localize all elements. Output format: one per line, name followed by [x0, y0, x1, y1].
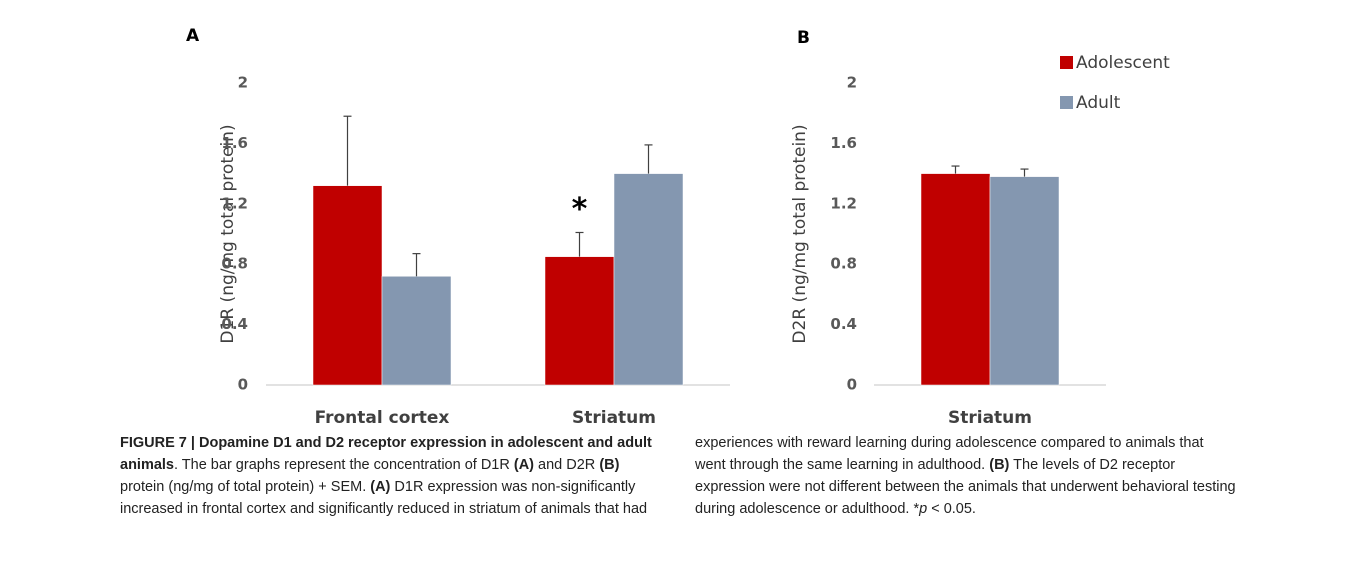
bar	[381, 276, 452, 386]
y-tick-label: 0	[238, 376, 248, 394]
figure: A D1R (ng/mg total protein) 0 0.4 0.8 1.2 1.6 2…	[186, 26, 1170, 428]
caption-text: and D2R	[534, 457, 600, 473]
bar	[312, 185, 383, 386]
y-tick-label: 0	[847, 376, 857, 394]
panel-label: B	[797, 28, 810, 48]
y-tick-label: 2	[238, 74, 248, 92]
y-tick-label: 1.6	[221, 134, 248, 152]
y-axis-label: D2R (ng/mg total protein)	[790, 124, 810, 343]
x-tick-label: Frontal cortex	[315, 408, 450, 428]
caption-text: (A)	[370, 479, 391, 495]
y-tick-label: 0.4	[830, 315, 857, 333]
panel-label: A	[186, 26, 200, 46]
caption-text: The levels of D2 receptor expression wer…	[695, 457, 1236, 517]
bar	[920, 173, 991, 386]
caption-text: D1R expression was non-significantly inc…	[120, 435, 1204, 517]
caption-text: < 0.05.	[927, 501, 976, 517]
caption: FIGURE 7 | Dopamine D1 and D2 receptor e…	[120, 432, 1238, 520]
y-tick-label: 0.8	[221, 255, 248, 273]
caption-text: . The bar graphs represent the concentra…	[174, 457, 514, 473]
y-tick-label: 1.2	[830, 194, 857, 212]
y-tick-label: 1.6	[830, 134, 857, 152]
significance-marker: *	[572, 192, 588, 227]
legend-swatch	[1060, 96, 1073, 109]
caption-text: (B)	[599, 457, 620, 473]
y-tick-label: 1.2	[221, 194, 248, 212]
bar	[544, 256, 615, 386]
legend-label: Adolescent	[1076, 53, 1170, 73]
caption-text: protein (ng/mg of total protein) + SEM.	[120, 479, 371, 495]
x-tick-label: Striatum	[948, 408, 1032, 428]
caption-text: (A)	[513, 457, 535, 473]
caption-text: (B)	[989, 457, 1010, 473]
legend-label: Adult	[1076, 93, 1121, 113]
legend-swatch	[1060, 56, 1073, 69]
y-axis-label: D1R (ng/mg total protein)	[218, 124, 238, 343]
y-tick-label: 0.4	[221, 315, 248, 333]
y-tick-label: 2	[847, 74, 857, 92]
bar	[989, 176, 1060, 386]
caption-text: p	[919, 501, 928, 517]
bar	[613, 173, 684, 386]
y-tick-label: 0.8	[830, 255, 857, 273]
caption-text: FIGURE 7 | Dopamine D1 and D2 receptor e…	[120, 435, 652, 473]
x-tick-label: Striatum	[572, 408, 656, 428]
